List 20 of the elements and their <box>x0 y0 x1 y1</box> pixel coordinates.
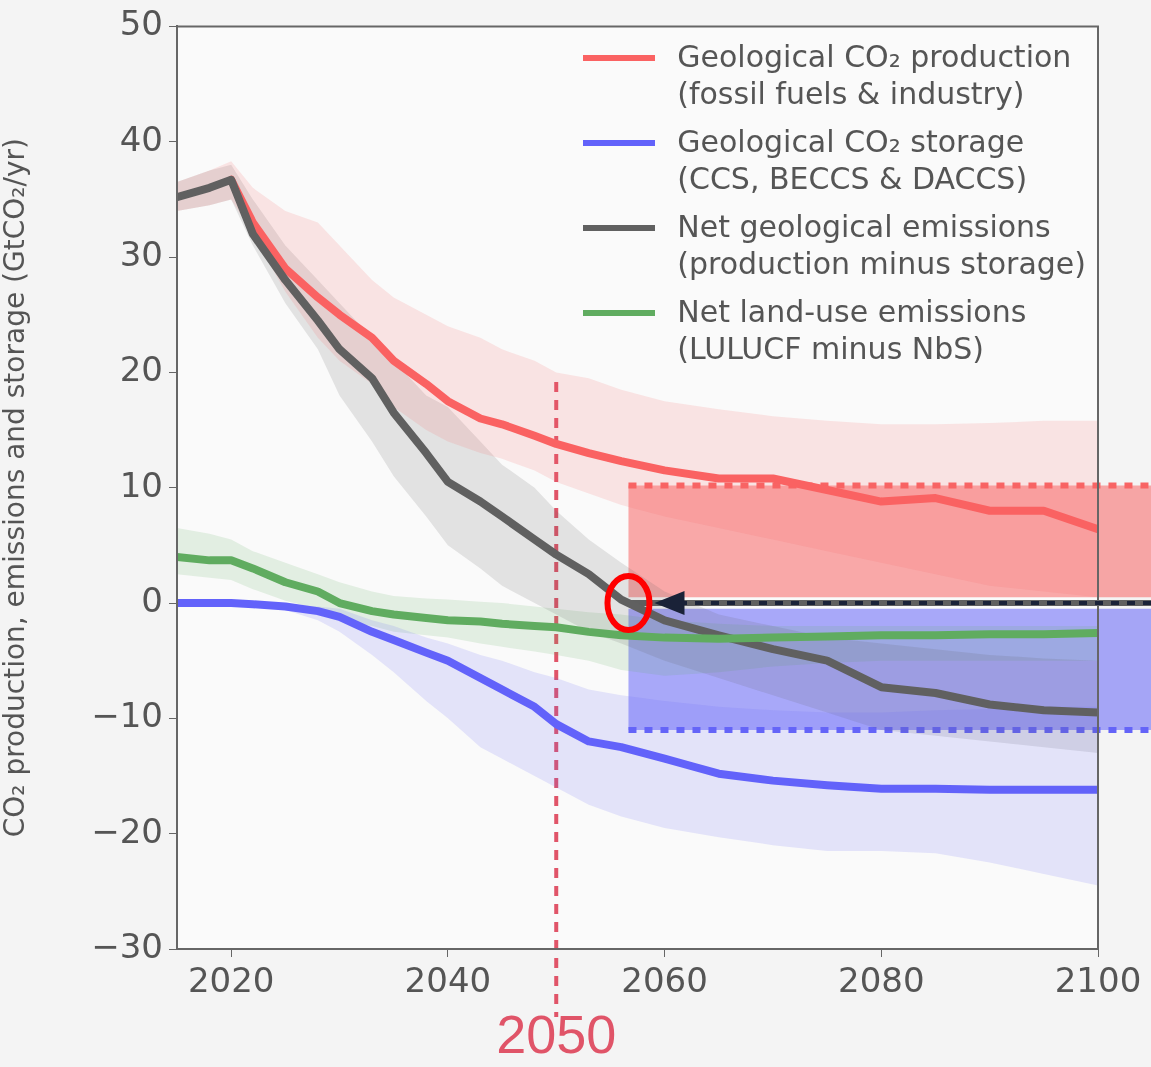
x-tick-label: 2080 <box>838 960 925 1001</box>
ref-line-label: 2050 <box>496 1003 617 1064</box>
y-tick-label: −30 <box>91 925 163 966</box>
y-tick-label: 30 <box>119 233 163 274</box>
y-tick-label: −20 <box>91 810 163 851</box>
x-tick-label: 2020 <box>187 960 275 1001</box>
y-tick-label: 40 <box>119 118 163 159</box>
x-tick-label: 2100 <box>1054 960 1142 1001</box>
y-tick-label: 50 <box>119 3 163 44</box>
x-tick-label: 2060 <box>621 960 708 1001</box>
y-tick-label: 0 <box>141 579 163 620</box>
y-tick-label: 10 <box>119 464 163 505</box>
y-tick-label: −10 <box>91 695 163 736</box>
legend-label: Net geological emissions (production minus storage) <box>677 208 1086 283</box>
y-axis-title: CO₂ production, emissions and storage (GtCO₂/yr) <box>0 138 32 838</box>
legend-label: Net land-use emissions (LULUCF minus NbS) <box>677 293 1027 368</box>
legend-label: Geological CO₂ storage (CCS, BECCS & DACCS) <box>677 123 1028 198</box>
x-tick-label: 2040 <box>404 960 492 1001</box>
y-tick-label: 20 <box>119 349 163 390</box>
legend-label: Geological CO₂ production (fossil fuels & industry) <box>677 38 1072 113</box>
